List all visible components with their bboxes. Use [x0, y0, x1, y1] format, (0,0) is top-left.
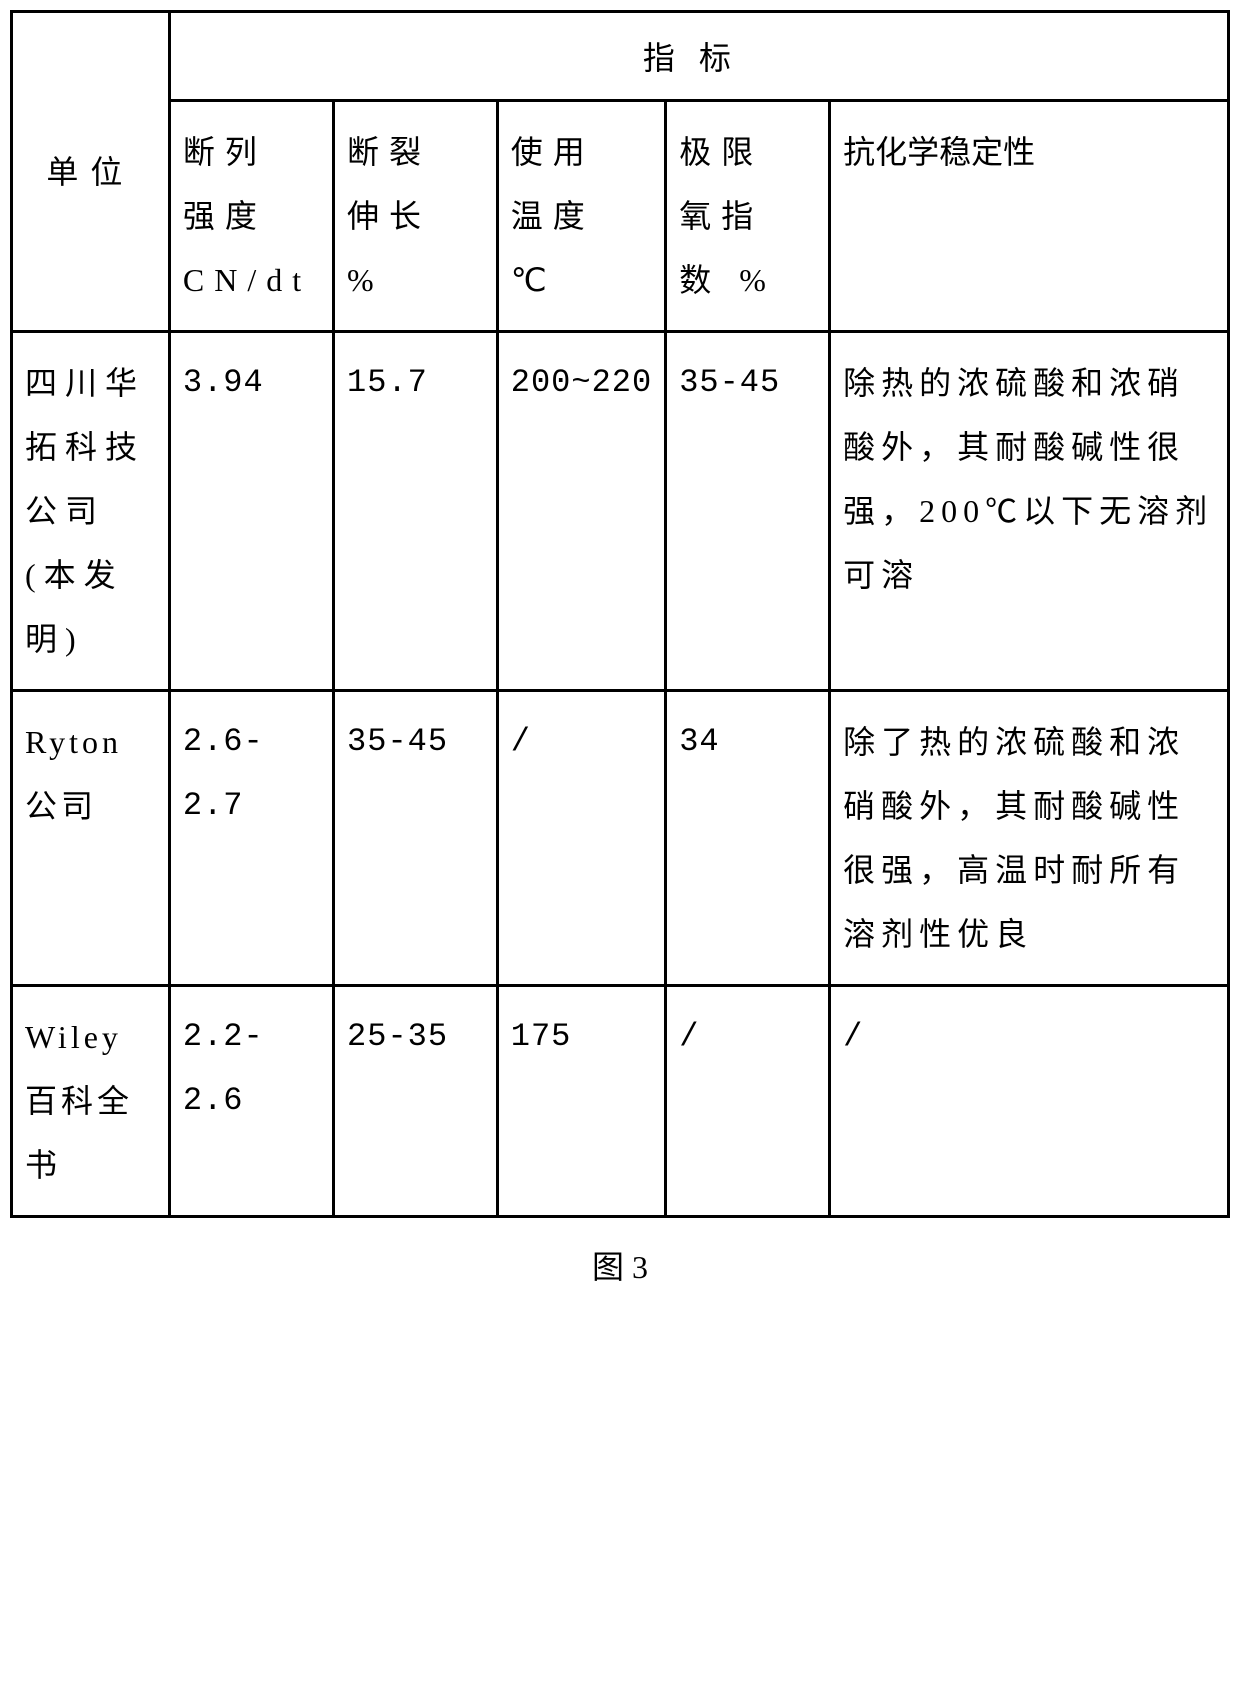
col-header-chemical-stability: 抗化学稳定性 — [830, 101, 1229, 332]
temperature-cell: 200~220 — [497, 332, 665, 691]
figure-caption: 图 3 — [10, 1242, 1230, 1288]
elongation-cell: 35-45 — [334, 691, 498, 986]
unit-cell: 四川华拓科技公司(本发明) — [12, 332, 170, 691]
col-header-elongation: 断裂伸长% — [334, 101, 498, 332]
temperature-cell: 175 — [497, 986, 665, 1217]
elongation-cell: 15.7 — [334, 332, 498, 691]
comparison-table: 单位 指标 断列强度CN/dt 断裂伸长% 使用温度℃ 极限氧指数 % 抗化学稳… — [10, 10, 1230, 1218]
unit-cell: Wiley百科全书 — [12, 986, 170, 1217]
chemical-stability-cell: 除了热的浓硫酸和浓硝酸外，其耐酸碱性很强，高温时耐所有溶剂性优良 — [830, 691, 1229, 986]
breaking-strength-cell: 2.6-2.7 — [169, 691, 333, 986]
loi-cell: / — [666, 986, 830, 1217]
col-header-temperature: 使用温度℃ — [497, 101, 665, 332]
table-row: 四川华拓科技公司(本发明) 3.94 15.7 200~220 35-45 除热… — [12, 332, 1229, 691]
chemical-stability-cell: / — [830, 986, 1229, 1217]
table-row: Ryton公司 2.6-2.7 35-45 / 34 除了热的浓硫酸和浓硝酸外，… — [12, 691, 1229, 986]
loi-cell: 34 — [666, 691, 830, 986]
col-header-breaking-strength: 断列强度CN/dt — [169, 101, 333, 332]
elongation-cell: 25-35 — [334, 986, 498, 1217]
chemical-stability-cell: 除热的浓硫酸和浓硝酸外，其耐酸碱性很强，200℃以下无溶剂可溶 — [830, 332, 1229, 691]
table-row: Wiley百科全书 2.2-2.6 25-35 175 / / — [12, 986, 1229, 1217]
metrics-group-header: 指标 — [169, 12, 1228, 101]
loi-cell: 35-45 — [666, 332, 830, 691]
unit-header: 单位 — [12, 12, 170, 332]
breaking-strength-cell: 3.94 — [169, 332, 333, 691]
breaking-strength-cell: 2.2-2.6 — [169, 986, 333, 1217]
unit-cell: Ryton公司 — [12, 691, 170, 986]
col-header-loi: 极限氧指数 % — [666, 101, 830, 332]
temperature-cell: / — [497, 691, 665, 986]
